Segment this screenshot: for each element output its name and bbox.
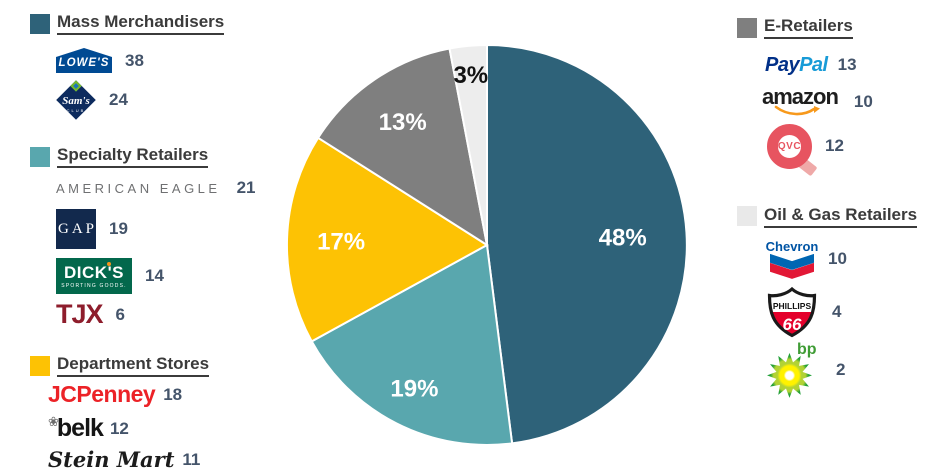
sams-club-logo-subtext: CLUB xyxy=(66,107,86,113)
legend-swatch-specialty-retailers xyxy=(30,146,50,167)
legend-item-dicks: DICK'S SPORTING GOODS. 14 xyxy=(56,258,280,294)
pie-slice-label: 13% xyxy=(379,109,427,136)
paypal-logo-text-pay: Pay xyxy=(765,54,800,76)
jcpenney-logo: JCPenney xyxy=(48,381,156,407)
stein-mart-value: 11 xyxy=(182,449,201,469)
pie-slice-label: 19% xyxy=(390,376,438,403)
legend-item-amazon: amazon 10 xyxy=(762,84,937,117)
jcpenney-value: 18 xyxy=(163,384,183,404)
legend-swatch-e-retailers xyxy=(737,17,757,38)
dicks-value: 14 xyxy=(145,266,164,285)
paypal-logo-text-pal: Pal xyxy=(799,54,828,76)
legend-item-sams-club: Sam's CLUB 24 xyxy=(56,80,280,120)
legend-item-gap: GAP 19 xyxy=(56,209,280,249)
bp-helios-sunburst-icon xyxy=(767,352,812,398)
gap-logo-text: GAP xyxy=(58,220,98,237)
dicks-logo-subtext: SPORTING GOODS. xyxy=(61,282,127,289)
group-heading-e-retailers: E-Retailers xyxy=(737,16,937,39)
amazon-smile-icon xyxy=(774,105,820,116)
chevron-value: 10 xyxy=(828,249,847,269)
phillips66-value: 4 xyxy=(832,301,842,321)
legend-item-bp: bp 2 xyxy=(765,340,937,398)
group-title-department-stores: Department Stores xyxy=(57,354,210,377)
legend-item-qvc: QVC 12 xyxy=(767,123,937,177)
belk-value: 12 xyxy=(109,418,129,438)
belk-logo: ❀ belk xyxy=(48,414,104,442)
qvc-ring-icon xyxy=(767,123,812,169)
legend-right: E-Retailers PayPal 13 amazon 10 QVC 12 O… xyxy=(737,16,937,398)
pie-slice-specialty-retailers xyxy=(310,243,514,446)
legend-item-lowes: LOWE'S 38 xyxy=(56,48,280,73)
phillips66-logo-subtext: 66 xyxy=(783,315,802,334)
qvc-logo-text: QVC xyxy=(777,140,802,152)
sams-club-logo: Sam's CLUB xyxy=(56,80,96,120)
pie-slice-e-retailers xyxy=(316,47,489,248)
group-title-specialty-retailers: Specialty Retailers xyxy=(57,145,209,168)
pie-slice-label: 17% xyxy=(317,228,365,255)
qvc-logo: QVC xyxy=(767,123,818,177)
phillips66-logo-text: PHILLIPS xyxy=(773,301,812,311)
group-title-e-retailers: E-Retailers xyxy=(764,16,853,39)
qvc-value: 12 xyxy=(825,136,844,156)
legend-left: Mass Merchandisers LOWE'S 38 Sam's CLUB … xyxy=(30,12,280,470)
dicks-logo-text: DICK'S xyxy=(64,261,124,282)
legend-item-tjx: TJX 6 xyxy=(56,301,280,328)
legend-swatch-oil-gas-retailers xyxy=(737,206,757,227)
pie-chart-svg: 48% 19% 17% 13% 3% xyxy=(285,43,688,446)
legend-swatch-mass-merchandisers xyxy=(30,13,50,34)
lowes-logo-text: LOWE'S xyxy=(58,56,110,69)
bp-value: 2 xyxy=(836,359,846,379)
sams-club-logo-text: Sam's xyxy=(62,94,90,107)
bp-logo: bp xyxy=(765,340,823,398)
gap-value: 19 xyxy=(109,219,128,238)
pie-slice-oil-gas-retailers xyxy=(448,43,488,246)
legend-item-chevron: Chevron 10 xyxy=(766,240,937,279)
amazon-logo: amazon xyxy=(762,84,839,117)
group-heading-mass-merchandisers: Mass Merchandisers xyxy=(30,12,280,35)
legend-item-american-eagle: AMERICAN EAGLE 21 xyxy=(56,178,280,198)
pie-slice-mass-merchandisers xyxy=(486,43,688,445)
chevron-blue-stripe-icon xyxy=(770,253,814,270)
legend-swatch-department-stores xyxy=(30,355,50,376)
group-heading-specialty-retailers: Specialty Retailers xyxy=(30,145,280,168)
legend-item-stein-mart: Stein Mart 11 xyxy=(48,449,280,470)
phillips66-logo: PHILLIPS 66 xyxy=(767,286,817,338)
chevron-logo-text: Chevron xyxy=(765,238,819,254)
bp-logo-text: bp xyxy=(797,340,817,358)
group-heading-oil-gas-retailers: Oil & Gas Retailers xyxy=(737,205,937,228)
dicks-sporting-goods-logo: DICK'S SPORTING GOODS. xyxy=(56,258,132,294)
belk-flower-icon: ❀ xyxy=(48,414,59,429)
pie-slice-label: 48% xyxy=(599,225,647,252)
paypal-logo: PayPal xyxy=(765,55,828,75)
amazon-value: 10 xyxy=(853,91,873,111)
amazon-logo-text: amazon xyxy=(762,84,839,109)
pie-chart: 48% 19% 17% 13% 3% xyxy=(272,30,702,460)
american-eagle-logo: AMERICAN EAGLE xyxy=(56,180,221,196)
chevron-logo: Chevron xyxy=(766,240,818,279)
paypal-value: 13 xyxy=(837,55,857,74)
legend-item-belk: ❀ belk 12 xyxy=(48,414,280,442)
american-eagle-value: 21 xyxy=(236,178,256,197)
legend-item-paypal: PayPal 13 xyxy=(765,55,937,75)
belk-logo-text: belk xyxy=(56,414,104,442)
pie-slice-label: 3% xyxy=(453,62,488,89)
tjx-value: 6 xyxy=(115,304,125,324)
group-heading-department-stores: Department Stores xyxy=(30,354,280,377)
lowes-logo: LOWE'S xyxy=(56,48,112,73)
stein-mart-logo: Stein Mart xyxy=(48,447,175,472)
group-title-mass-merchandisers: Mass Merchandisers xyxy=(57,12,225,35)
lowes-value: 38 xyxy=(125,50,144,70)
legend-item-phillips66: PHILLIPS 66 4 xyxy=(765,286,937,338)
pie-slice-department-stores xyxy=(285,136,489,343)
gap-logo: GAP xyxy=(56,209,96,249)
chevron-red-stripe-icon xyxy=(770,262,814,279)
sams-club-value: 24 xyxy=(109,90,128,109)
tjx-logo: TJX xyxy=(56,299,104,329)
legend-item-jcpenney: JCPenney 18 xyxy=(48,383,280,406)
group-title-oil-gas-retailers: Oil & Gas Retailers xyxy=(764,205,918,228)
